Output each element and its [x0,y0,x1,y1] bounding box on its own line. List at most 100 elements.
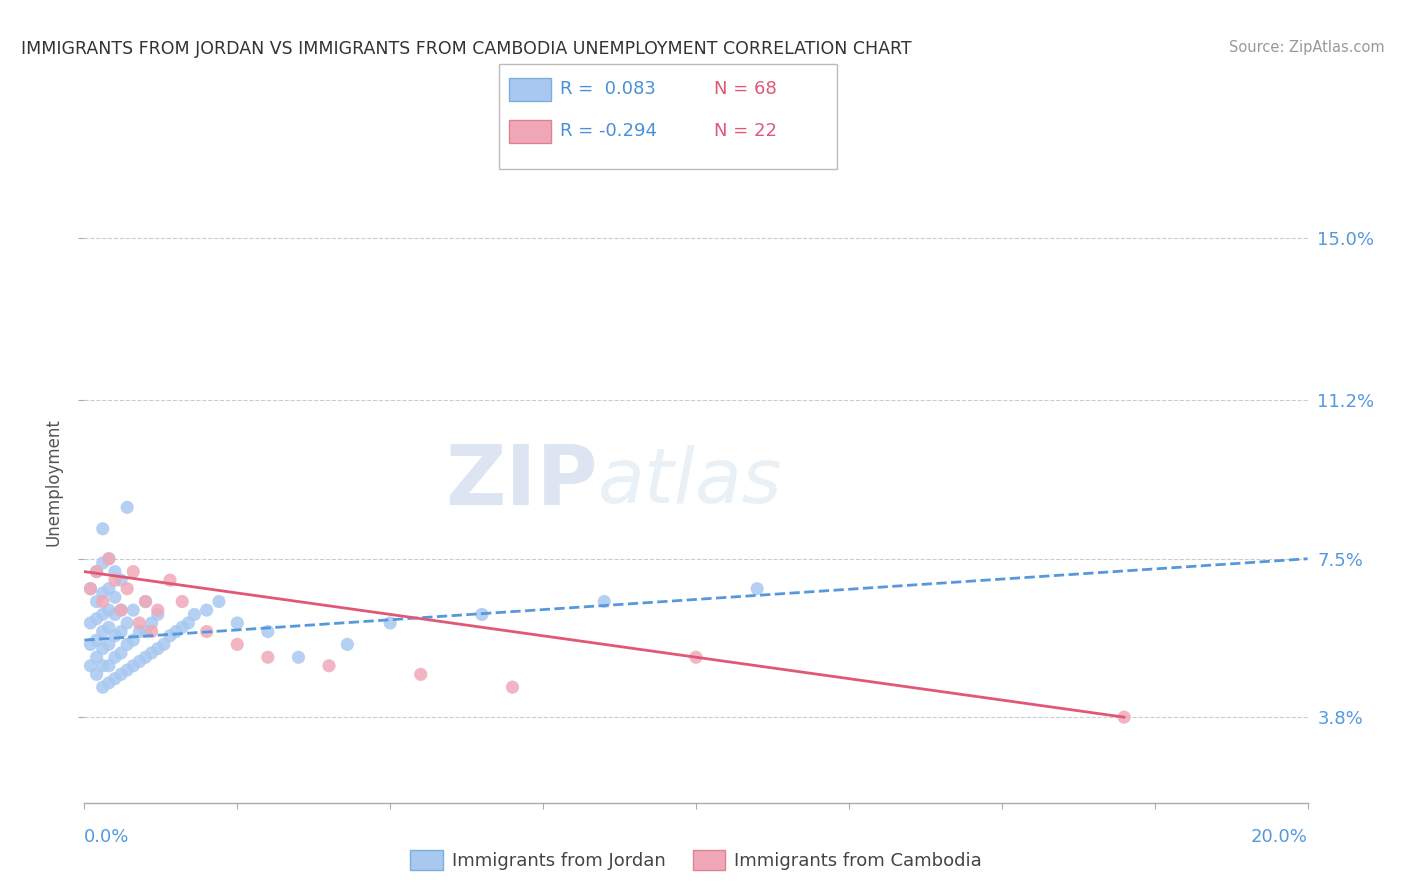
Text: Source: ZipAtlas.com: Source: ZipAtlas.com [1229,40,1385,55]
Point [79,615,101,630]
Point [141,646,163,660]
Point [177,615,200,630]
Point [115,615,138,630]
Point [128,615,150,630]
Point [110,603,132,617]
Point [685,650,707,665]
Point [159,573,181,587]
Point [1114,710,1136,724]
Point [153,637,176,651]
Point [183,607,205,622]
Point [110,624,132,639]
Point [79,582,101,596]
Point [97,551,120,566]
Point [135,594,157,608]
Point [104,565,127,579]
Legend: Immigrants from Jordan, Immigrants from Cambodia: Immigrants from Jordan, Immigrants from … [404,843,988,877]
Point [195,624,218,639]
Point [79,658,101,673]
Point [97,582,120,596]
Point [135,650,157,665]
Point [115,637,138,651]
Text: N = 22: N = 22 [714,122,778,140]
Point [159,629,181,643]
Point [146,607,169,622]
Point [318,658,340,673]
Point [104,591,127,605]
Point [115,663,138,677]
Point [110,573,132,587]
Point [110,646,132,660]
Point [257,624,280,639]
Point [226,637,249,651]
Point [104,672,127,686]
Point [195,603,218,617]
Point [122,658,145,673]
Point [86,565,108,579]
Point [122,603,145,617]
Point [79,637,101,651]
Point [115,500,138,515]
Point [91,586,114,600]
Point [208,594,231,608]
Point [91,641,114,656]
Point [593,594,616,608]
Text: atlas: atlas [598,445,783,518]
Point [141,624,163,639]
Point [91,522,114,536]
Point [91,556,114,570]
Point [86,565,108,579]
Point [502,680,524,694]
Point [226,615,249,630]
Point [104,650,127,665]
Point [110,667,132,681]
Point [141,615,163,630]
Point [380,615,402,630]
Point [146,603,169,617]
Text: IMMIGRANTS FROM JORDAN VS IMMIGRANTS FROM CAMBODIA UNEMPLOYMENT CORRELATION CHAR: IMMIGRANTS FROM JORDAN VS IMMIGRANTS FRO… [21,40,911,58]
Text: N = 68: N = 68 [714,80,778,98]
Point [91,624,114,639]
Point [172,620,194,634]
Point [104,629,127,643]
Point [91,594,114,608]
Point [97,620,120,634]
Point [471,607,494,622]
Point [122,633,145,648]
Point [97,637,120,651]
Point [86,667,108,681]
Point [135,594,157,608]
Point [128,655,150,669]
Point [122,565,145,579]
Point [97,658,120,673]
Point [287,650,309,665]
Point [409,667,432,681]
Point [91,680,114,694]
Point [91,607,114,622]
Point [110,603,132,617]
Point [97,676,120,690]
Point [104,607,127,622]
Point [172,594,194,608]
Point [128,624,150,639]
Text: 0.0%: 0.0% [84,828,129,846]
Point [86,612,108,626]
Point [165,624,187,639]
Point [257,650,280,665]
Text: R =  0.083: R = 0.083 [560,80,655,98]
Point [104,573,127,587]
Point [86,650,108,665]
Point [747,582,769,596]
Point [97,551,120,566]
Point [146,641,169,656]
Point [79,582,101,596]
Point [86,633,108,648]
Y-axis label: Unemployment: Unemployment [45,417,63,546]
Text: R = -0.294: R = -0.294 [560,122,657,140]
Point [97,603,120,617]
Point [115,582,138,596]
Point [135,624,157,639]
Text: 20.0%: 20.0% [1251,828,1308,846]
Point [336,637,359,651]
Text: ZIP: ZIP [446,442,598,522]
